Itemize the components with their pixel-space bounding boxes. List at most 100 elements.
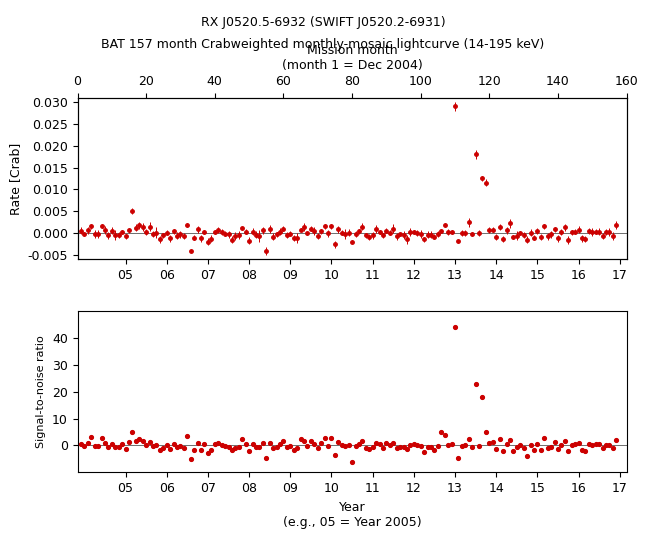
Point <box>484 438 495 447</box>
Point <box>295 434 306 443</box>
Point <box>230 443 240 452</box>
Point <box>422 443 433 451</box>
Point <box>426 442 436 451</box>
Y-axis label: Signal-to-noise ratio: Signal-to-noise ratio <box>36 335 47 448</box>
Point <box>203 449 213 457</box>
Point <box>543 444 553 452</box>
Text: BAT 157 month Crabweighted monthly-mosaic lightcurve (14-195 keV): BAT 157 month Crabweighted monthly-mosai… <box>101 38 545 51</box>
Point <box>549 437 559 446</box>
Point <box>337 441 347 450</box>
Point <box>265 438 275 447</box>
Point <box>559 437 570 446</box>
Point <box>508 447 519 456</box>
Point <box>185 454 196 463</box>
Point <box>316 439 326 448</box>
Point <box>162 440 172 449</box>
Point <box>491 445 501 453</box>
Point <box>525 441 536 450</box>
Point <box>151 441 162 450</box>
Point <box>79 442 90 451</box>
Point <box>240 439 251 448</box>
Point <box>130 437 141 446</box>
Point <box>127 428 138 437</box>
Point <box>206 446 216 454</box>
Point <box>553 445 563 453</box>
Point <box>323 441 333 450</box>
Point <box>446 440 457 449</box>
Point <box>419 448 430 457</box>
Point <box>213 438 224 447</box>
Point <box>430 445 440 454</box>
Point <box>107 439 117 448</box>
Point <box>360 444 371 452</box>
Point <box>179 444 189 452</box>
Point <box>309 440 320 449</box>
Point <box>384 441 395 450</box>
Point <box>155 446 165 454</box>
Point <box>460 441 470 450</box>
Point <box>412 441 422 450</box>
Point <box>433 442 443 451</box>
Point <box>598 444 608 453</box>
Y-axis label: Rate [Crab]: Rate [Crab] <box>9 142 22 214</box>
Point <box>196 446 206 454</box>
Point <box>570 440 580 449</box>
Point <box>114 443 124 452</box>
Point <box>285 442 295 451</box>
Point <box>244 447 255 456</box>
Point <box>289 445 299 454</box>
Point <box>519 443 529 452</box>
Point <box>169 440 179 449</box>
Point <box>145 437 155 446</box>
Point <box>251 443 261 451</box>
Point <box>604 440 614 449</box>
Point <box>467 443 477 451</box>
Point <box>388 439 399 447</box>
Point <box>364 444 375 453</box>
Point <box>96 433 107 442</box>
Point <box>405 440 415 449</box>
Point <box>494 435 505 444</box>
Point <box>601 440 611 449</box>
Point <box>120 445 130 454</box>
Point <box>350 442 360 451</box>
Point <box>546 442 556 451</box>
Point <box>189 446 200 454</box>
Point <box>90 442 100 451</box>
Point <box>529 446 539 455</box>
Point <box>470 379 481 388</box>
Point <box>124 438 134 447</box>
Point <box>399 443 409 451</box>
Point <box>488 438 498 446</box>
Point <box>326 433 337 442</box>
Point <box>574 439 584 447</box>
Point <box>292 444 302 453</box>
Point <box>347 457 357 466</box>
Point <box>481 428 491 437</box>
Point <box>522 452 532 460</box>
Point <box>378 444 388 452</box>
Point <box>402 445 412 453</box>
Point <box>354 439 364 448</box>
Point <box>375 439 385 448</box>
Point <box>275 440 285 449</box>
Point <box>172 443 182 452</box>
Point <box>477 393 488 401</box>
Point <box>608 444 618 452</box>
Point <box>457 441 467 450</box>
Point <box>271 443 282 451</box>
Point <box>563 446 574 455</box>
Point <box>584 439 594 448</box>
X-axis label: Year
(e.g., 05 = Year 2005): Year (e.g., 05 = Year 2005) <box>283 501 421 529</box>
Point <box>302 441 313 450</box>
Point <box>590 440 601 449</box>
Point <box>512 443 522 451</box>
Point <box>103 443 114 451</box>
Point <box>268 444 278 452</box>
Point <box>344 441 354 450</box>
Point <box>395 443 405 452</box>
Point <box>282 443 292 452</box>
Point <box>333 438 344 447</box>
Point <box>439 431 450 440</box>
Point <box>515 440 525 449</box>
